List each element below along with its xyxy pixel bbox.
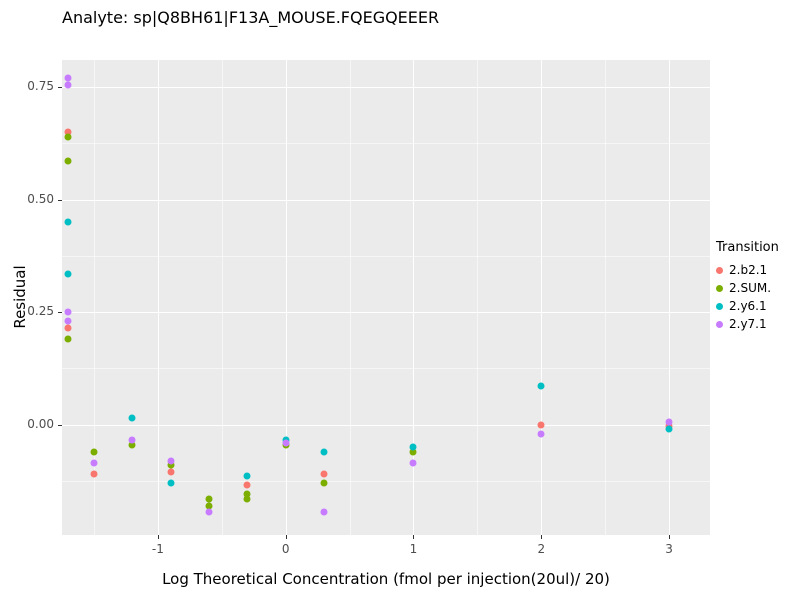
- data-point: [205, 502, 213, 510]
- x-tick-label: 3: [665, 542, 673, 556]
- y-tick-label: 0.00: [27, 416, 54, 431]
- legend-entry-label: 2.y7.1: [729, 317, 767, 331]
- minor-gridline: [62, 143, 710, 145]
- data-point: [128, 436, 136, 444]
- y-tick-label: 0.25: [27, 304, 54, 319]
- x-tick-mark: [669, 535, 671, 539]
- data-point: [320, 448, 328, 456]
- data-point: [64, 335, 72, 343]
- major-gridline: [62, 424, 710, 426]
- data-point: [64, 270, 72, 278]
- minor-gridline: [93, 60, 95, 535]
- data-point: [665, 425, 673, 433]
- legend-entry-label: 2.SUM.: [729, 281, 772, 295]
- legend-key-dot: [716, 266, 723, 274]
- major-gridline: [285, 60, 287, 535]
- data-point: [64, 317, 72, 325]
- x-tick-label: -1: [151, 542, 164, 556]
- data-point: [64, 74, 72, 82]
- legend: Transition 2.b2.1 2.SUM. 2.y6.1 2.y7.1: [716, 240, 779, 333]
- x-tick-label: 1: [409, 542, 418, 556]
- data-point: [128, 441, 136, 449]
- data-point: [320, 508, 328, 516]
- major-gridline: [413, 60, 415, 535]
- data-point: [243, 495, 251, 503]
- data-point: [537, 430, 545, 438]
- data-point: [243, 490, 251, 498]
- y-tick-mark: [58, 424, 62, 426]
- minor-gridline: [221, 60, 223, 535]
- data-point: [243, 472, 251, 480]
- data-point: [665, 418, 673, 426]
- minor-gridline: [477, 60, 479, 535]
- major-gridline: [541, 60, 543, 535]
- x-tick-mark: [541, 535, 543, 539]
- plot-panel: [62, 60, 710, 535]
- legend-entry: 2.b2.1: [716, 261, 779, 279]
- minor-gridline: [62, 255, 710, 257]
- legend-entry-label: 2.b2.1: [729, 263, 768, 277]
- data-point: [167, 457, 175, 465]
- data-point: [90, 470, 98, 478]
- major-gridline: [62, 87, 710, 88]
- data-point: [64, 81, 72, 89]
- minor-gridline: [62, 480, 710, 482]
- major-gridline: [669, 60, 671, 535]
- data-point: [64, 324, 72, 332]
- data-point: [409, 448, 417, 456]
- y-tick-mark: [58, 199, 62, 201]
- legend-entries: 2.b2.1 2.SUM. 2.y6.1 2.y7.1: [716, 261, 779, 333]
- data-point: [282, 439, 290, 447]
- legend-title: Transition: [716, 240, 779, 255]
- data-point: [64, 157, 72, 165]
- plot-title: Analyte: sp|Q8BH61|F13A_MOUSE.FQEGQEEER: [62, 8, 440, 27]
- data-point: [320, 470, 328, 478]
- data-point: [243, 481, 251, 489]
- x-axis-label: Log Theoretical Concentration (fmol per …: [162, 570, 610, 588]
- y-tick-mark: [58, 87, 62, 88]
- x-tick-label: 2: [537, 542, 546, 556]
- minor-gridline: [62, 368, 710, 370]
- x-tick-mark: [285, 535, 287, 539]
- data-point: [205, 508, 213, 516]
- legend-entry: 2.SUM.: [716, 279, 779, 297]
- data-point: [409, 459, 417, 467]
- data-point: [167, 468, 175, 476]
- data-point: [64, 128, 72, 136]
- data-point: [167, 461, 175, 469]
- data-point: [320, 479, 328, 487]
- data-point: [64, 218, 72, 226]
- data-point: [90, 459, 98, 467]
- legend-entry: 2.y7.1: [716, 315, 779, 333]
- legend-key-dot: [716, 302, 723, 310]
- legend-key-dot: [716, 320, 723, 328]
- data-point: [409, 443, 417, 451]
- data-point: [205, 495, 213, 503]
- major-gridline: [157, 60, 159, 535]
- minor-gridline: [349, 60, 351, 535]
- x-tick-mark: [413, 535, 415, 539]
- data-point: [64, 308, 72, 316]
- major-gridline: [62, 199, 710, 201]
- minor-gridline: [605, 60, 607, 535]
- x-tick-mark: [157, 535, 159, 539]
- data-point: [537, 382, 545, 390]
- y-axis-label: Residual: [11, 265, 29, 329]
- y-tick-label: 0.75: [27, 79, 54, 93]
- legend-key-dot: [716, 284, 723, 292]
- data-point: [537, 421, 545, 429]
- y-tick-label: 0.50: [27, 191, 54, 206]
- legend-entry: 2.y6.1: [716, 297, 779, 315]
- data-point: [64, 133, 72, 141]
- data-point: [90, 448, 98, 456]
- major-gridline: [62, 312, 710, 314]
- legend-entry-label: 2.y6.1: [729, 299, 767, 313]
- data-point: [167, 479, 175, 487]
- x-tick-label: 0: [281, 542, 290, 556]
- data-point: [128, 414, 136, 422]
- y-tick-mark: [58, 312, 62, 314]
